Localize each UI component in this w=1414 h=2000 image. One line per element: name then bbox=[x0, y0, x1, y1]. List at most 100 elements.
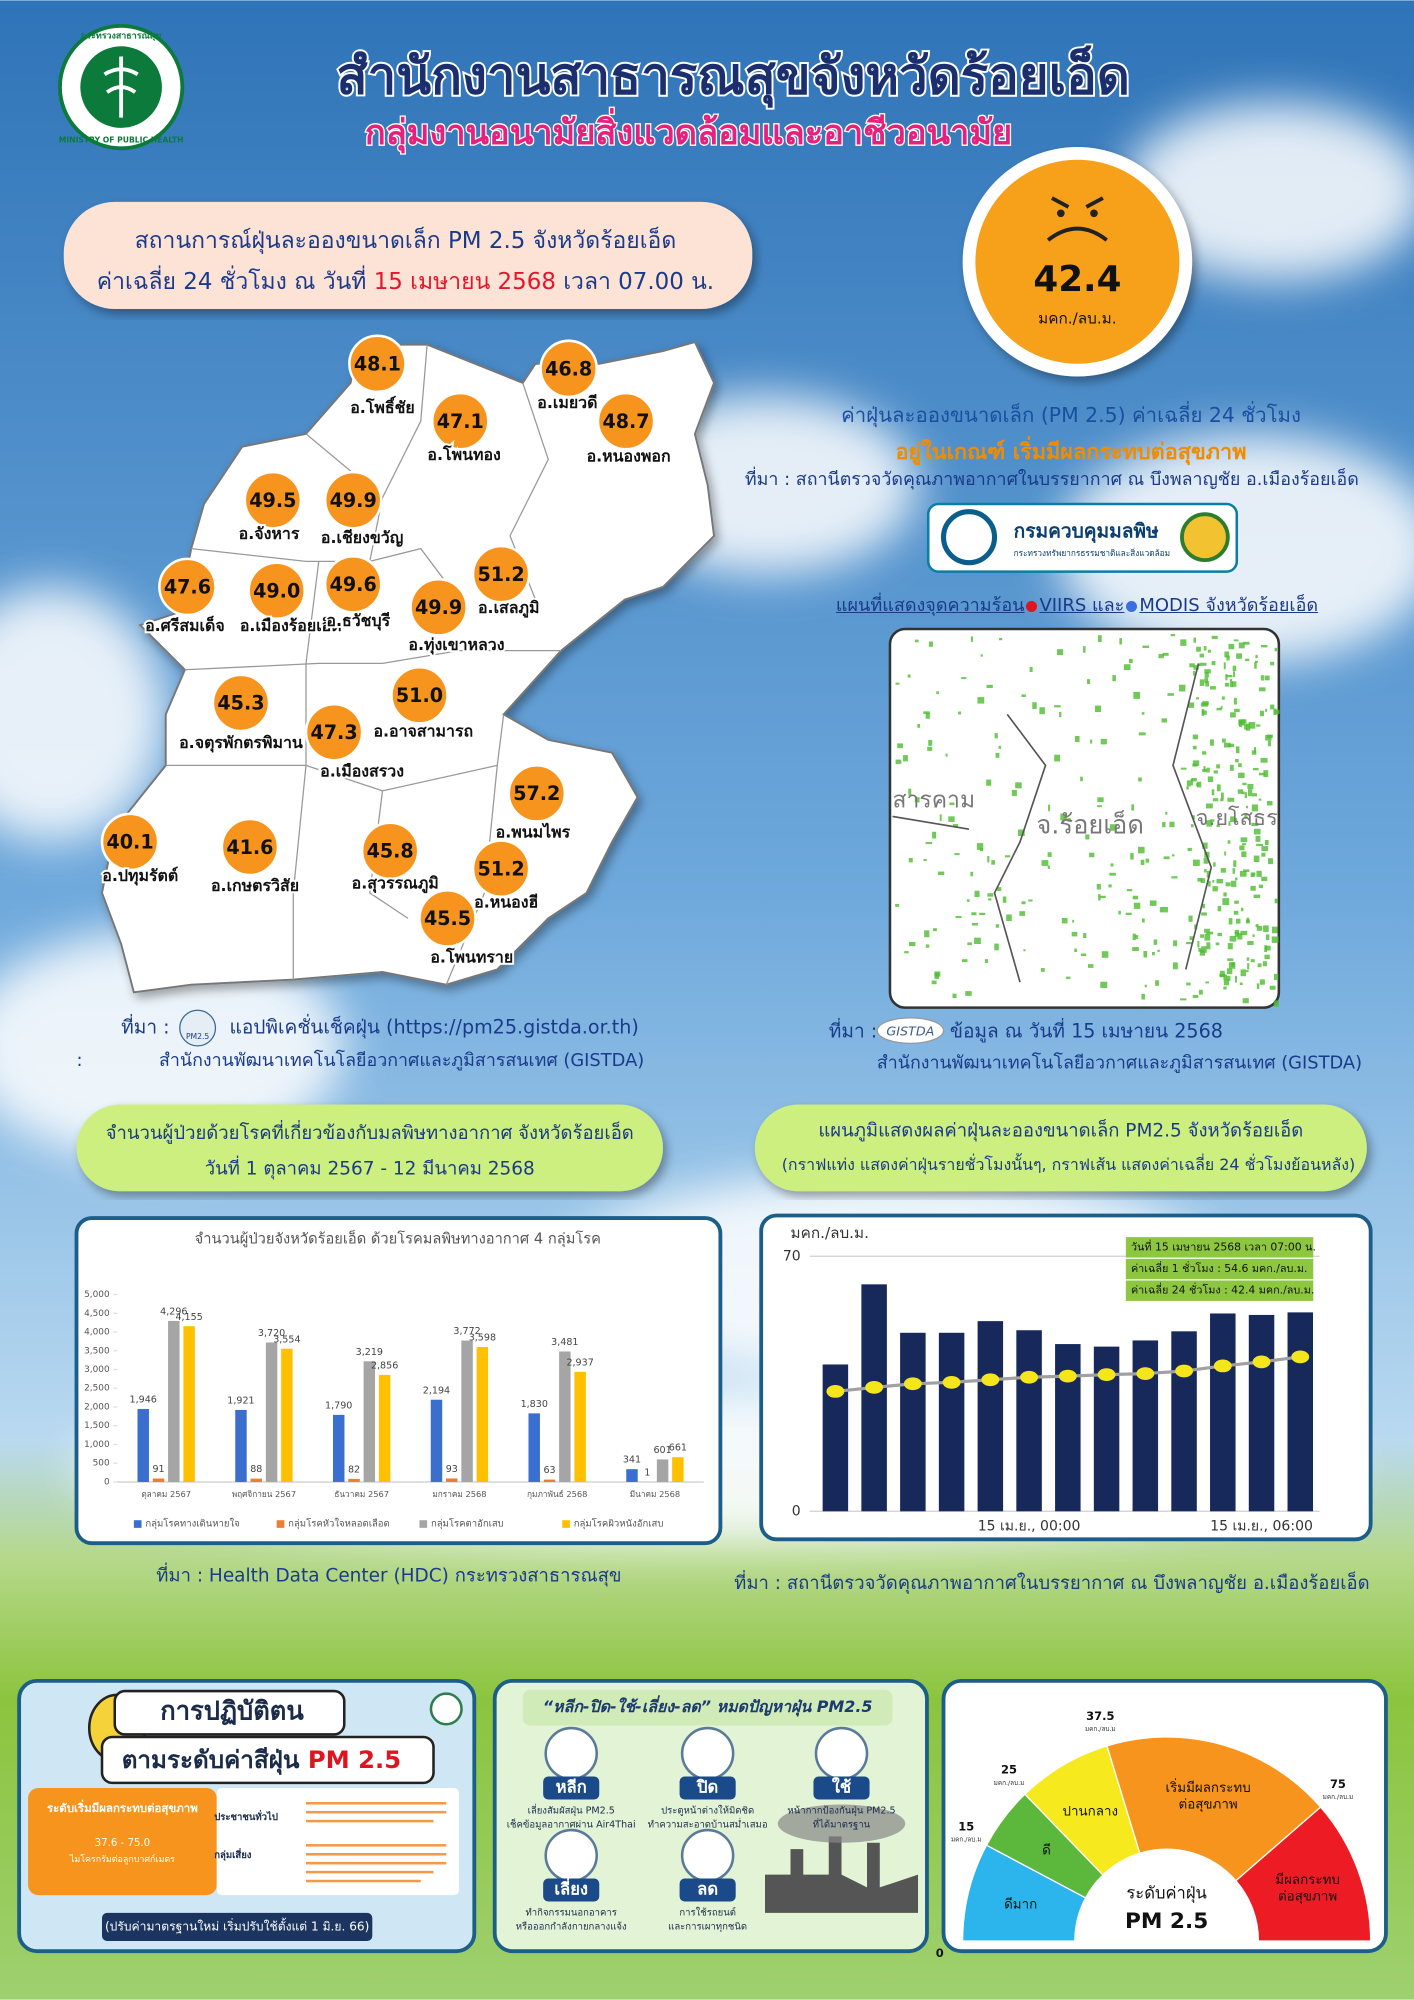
y-tick-label: 3,000 bbox=[84, 1365, 110, 1375]
hotspot-speck bbox=[974, 937, 981, 944]
page-title: สำนักงานสาธารณสุขจังหวัดร้อยเอ็ด bbox=[336, 45, 1129, 108]
hotspot-title-text: MODIS bbox=[1139, 595, 1200, 616]
hotspot-speck bbox=[1162, 652, 1169, 656]
average-point bbox=[981, 1373, 1000, 1387]
hotspot-speck bbox=[1029, 666, 1033, 673]
hotspot-speck bbox=[1234, 975, 1237, 983]
hotspot-speck bbox=[1260, 758, 1268, 763]
hotspot-speck bbox=[1204, 669, 1211, 674]
hotspot-speck bbox=[1088, 964, 1094, 968]
hotspot-speck bbox=[925, 841, 933, 844]
hotspot-speck bbox=[1260, 675, 1264, 681]
hotspot-speck bbox=[1213, 770, 1218, 774]
hotspot-speck bbox=[1246, 917, 1250, 923]
hotspot-speck bbox=[1252, 873, 1256, 876]
hotspot-speck bbox=[1268, 858, 1273, 865]
tip-word: หลีก bbox=[556, 1777, 587, 1796]
bar bbox=[430, 1399, 443, 1482]
hotspot-speck bbox=[1221, 738, 1226, 743]
hotspot-speck bbox=[939, 814, 942, 821]
tip-word: ปิด bbox=[696, 1777, 718, 1796]
hotspot-speck bbox=[976, 843, 984, 850]
hotspot-speck bbox=[1192, 994, 1199, 998]
hotspot-title-text: จังหวัดร้อยเอ็ด bbox=[1205, 595, 1319, 616]
segment-label: มีผลกระทบ bbox=[1275, 1872, 1340, 1888]
hotspot-speck bbox=[1246, 957, 1250, 961]
hotspot-speck bbox=[977, 697, 985, 704]
data-label: 1 bbox=[644, 1467, 650, 1478]
hotspot-speck bbox=[1133, 902, 1141, 909]
hotspot-speck bbox=[1259, 979, 1265, 985]
hotspot-speck bbox=[1255, 835, 1261, 842]
hotspot-speck bbox=[1250, 885, 1256, 891]
hotspot-speck bbox=[1225, 674, 1228, 681]
hotspot-speck bbox=[936, 691, 939, 695]
bar bbox=[332, 1414, 345, 1482]
hotspot-speck bbox=[1235, 746, 1240, 754]
hotspot-speck bbox=[1133, 691, 1141, 699]
info-box bbox=[1125, 1258, 1314, 1280]
hotspot-speck bbox=[1220, 868, 1226, 873]
hotspot-speck bbox=[1216, 878, 1224, 884]
hotspot-speck bbox=[1227, 958, 1234, 961]
hotspot-speck bbox=[1248, 722, 1256, 729]
hotspot-speck bbox=[1125, 912, 1132, 915]
hotspot-speck bbox=[1185, 942, 1193, 945]
hotspot-speck bbox=[1235, 918, 1241, 924]
gistda-badge bbox=[876, 1017, 945, 1044]
hotspot-speck bbox=[925, 712, 930, 719]
logo-text: กระทรวงสาธารณสุข bbox=[81, 32, 161, 42]
hotspot-speck bbox=[1217, 932, 1223, 937]
hotspot-speck bbox=[1256, 983, 1260, 989]
hotspot-speck bbox=[1225, 882, 1231, 887]
factory bbox=[765, 1836, 919, 1913]
hotspot-speck bbox=[1138, 846, 1145, 854]
hotspot-speck bbox=[1192, 734, 1198, 740]
data-label: 4,296 bbox=[160, 1306, 187, 1317]
hotspot-speck bbox=[1242, 998, 1249, 1004]
data-label: 2,937 bbox=[566, 1357, 593, 1368]
hotspot-speck bbox=[1099, 895, 1106, 899]
hotspot-speck bbox=[970, 636, 974, 642]
y-tick-label: 4,000 bbox=[84, 1328, 110, 1338]
hotspot-speck bbox=[1199, 662, 1207, 666]
hotspot-speck bbox=[1227, 797, 1235, 802]
hotspot-speck bbox=[1271, 926, 1278, 934]
bar bbox=[1248, 1314, 1275, 1512]
hotspot-speck bbox=[1261, 846, 1269, 852]
station-value: 49.9 bbox=[330, 489, 377, 512]
hotspot-speck bbox=[1274, 647, 1277, 652]
hotspot-speck bbox=[1205, 981, 1210, 984]
station-marker bbox=[220, 817, 280, 877]
hotspot-speck bbox=[1216, 824, 1220, 828]
hotspot-speck bbox=[1094, 705, 1101, 713]
hotspot-speck bbox=[1179, 684, 1186, 692]
segment-label: ดีมาก bbox=[1004, 1897, 1037, 1913]
gauge-tick: 15 bbox=[958, 1819, 974, 1833]
panel-note: (ปรับค่ามาตรฐานใหม่ เริ่มปรับใช้ตั้งแต่ … bbox=[105, 1917, 369, 1933]
data-label: 2,856 bbox=[371, 1360, 398, 1371]
hotspot-speck bbox=[1222, 898, 1230, 906]
hotspot-speck bbox=[1067, 818, 1072, 822]
station-name: อ.ศรีสมเด็จ bbox=[145, 614, 225, 635]
advice-lines bbox=[306, 1801, 447, 1883]
hotspot-speck bbox=[1247, 941, 1254, 946]
hotspot-speck bbox=[917, 723, 921, 728]
source-label: ที่มา : bbox=[121, 1014, 169, 1039]
station-value: 49.0 bbox=[253, 579, 300, 602]
hotspot-speck bbox=[1004, 855, 1011, 858]
bar bbox=[543, 1479, 556, 1482]
hotspot-speck bbox=[1239, 845, 1245, 851]
hotspot-speck bbox=[961, 959, 968, 963]
hotspot-speck bbox=[1207, 649, 1211, 653]
hotspot-speck bbox=[1202, 903, 1206, 909]
hotspot-speck bbox=[1180, 639, 1187, 646]
hotspot-speck bbox=[1252, 793, 1258, 797]
hotspot-speck bbox=[1254, 662, 1257, 669]
hotspot-speck bbox=[1149, 900, 1157, 906]
hotspot-speck bbox=[1201, 946, 1207, 953]
hotspot-speck bbox=[1245, 970, 1249, 973]
segment-label: เริ่มมีผลกระทบ bbox=[1166, 1778, 1251, 1796]
